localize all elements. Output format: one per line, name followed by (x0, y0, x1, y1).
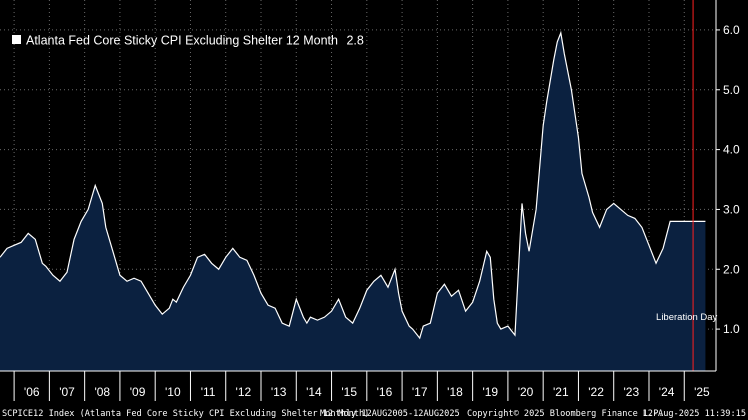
y-tick-label: 2.0 (723, 262, 740, 276)
x-tick-label: '22 (588, 385, 604, 399)
x-tick-label: '11 (201, 385, 216, 399)
x-tick-label: '10 (165, 385, 181, 399)
x-tick-label: '24 (659, 385, 675, 399)
x-tick-label: '14 (306, 385, 322, 399)
legend-series-name: Atlanta Fed Core Sticky CPI Excluding Sh… (26, 34, 338, 48)
x-tick-label: '09 (130, 385, 146, 399)
x-tick-label: '08 (94, 385, 110, 399)
series-line (0, 30, 706, 340)
x-tick-label: '13 (271, 385, 287, 399)
x-tick-label: '17 (412, 385, 428, 399)
x-tick-label: '23 (624, 385, 640, 399)
liberation-day-annotation: Liberation Day (656, 312, 718, 323)
legend-label: Atlanta Fed Core Sticky CPI Excluding Sh… (26, 34, 364, 48)
y-tick-label: 4.0 (723, 143, 740, 157)
x-tick-label: '21 (553, 385, 569, 399)
x-tick-label: '25 (694, 385, 710, 399)
footer-ticker: SCPICE12 Index (Atlanta Fed Core Sticky … (2, 409, 369, 419)
legend-swatch (12, 35, 21, 44)
y-tick-label: 6.0 (723, 23, 740, 37)
legend-last-value: 2.8 (346, 34, 363, 48)
y-axis-ticks: 1.0 2.0 3.0 4.0 5.0 6.0 (716, 23, 740, 336)
x-tick-label: '12 (236, 385, 252, 399)
footer-timestamp: 12-Aug-2025 11:39:15 (643, 409, 746, 419)
footer-frequency: Monthly 12AUG2005-12AUG2025 (320, 409, 460, 419)
footer: SCPICE12 Index (Atlanta Fed Core Sticky … (2, 409, 746, 419)
x-tick-label: '16 (377, 385, 393, 399)
y-tick-label: 5.0 (723, 83, 740, 97)
series-area-fill (0, 32, 706, 371)
x-tick-label: '18 (447, 385, 463, 399)
y-tick-label: 3.0 (723, 202, 740, 216)
x-tick-label: '06 (24, 385, 40, 399)
x-tick-label: '19 (482, 385, 498, 399)
y-tick-label: 1.0 (723, 322, 740, 336)
x-axis-ticks: '06 '07 '08 '09 '10 '11 '12 '13 '14 '15 '16 '17 '18 '… (13, 371, 710, 401)
x-tick-label: '15 (341, 385, 357, 399)
x-tick-label: '07 (59, 385, 75, 399)
footer-copyright: Copyright© 2025 Bloomberg Finance L.P. (467, 409, 664, 419)
x-tick-label: '20 (518, 385, 534, 399)
legend: Atlanta Fed Core Sticky CPI Excluding Sh… (12, 34, 364, 48)
